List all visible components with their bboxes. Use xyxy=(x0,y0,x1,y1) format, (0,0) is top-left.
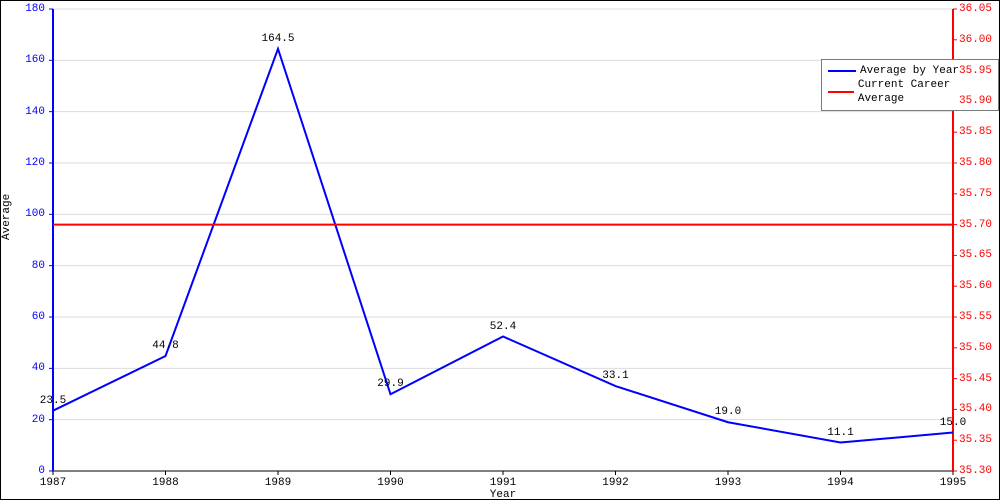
y-right-tick-label: 35.30 xyxy=(959,465,992,477)
y-right-tick-label: 35.85 xyxy=(959,126,992,138)
x-tick-label: 1993 xyxy=(715,477,741,489)
y-right-tick-label: 35.55 xyxy=(959,311,992,323)
y-right-tick-label: 35.60 xyxy=(959,280,992,292)
point-label: 164.5 xyxy=(261,33,294,45)
y-right-tick-label: 35.70 xyxy=(959,219,992,231)
x-axis-label: Year xyxy=(490,489,516,501)
y-left-tick-label: 40 xyxy=(32,362,45,374)
point-label: 44.8 xyxy=(152,340,178,352)
y-right-tick-label: 36.00 xyxy=(959,34,992,46)
point-label: 15.0 xyxy=(940,417,966,429)
y-left-axis-label: Average xyxy=(1,194,13,240)
x-tick-label: 1992 xyxy=(602,477,628,489)
y-right-tick-label: 36.05 xyxy=(959,3,992,15)
y-left-tick-label: 100 xyxy=(25,208,45,220)
legend-swatch xyxy=(828,91,854,93)
point-label: 19.0 xyxy=(715,406,741,418)
y-right-tick-label: 35.90 xyxy=(959,95,992,107)
point-label: 29.9 xyxy=(377,378,403,390)
y-left-tick-label: 160 xyxy=(25,54,45,66)
legend-swatch xyxy=(828,70,856,72)
point-label: 23.5 xyxy=(40,395,66,407)
y-right-tick-label: 35.80 xyxy=(959,157,992,169)
y-left-tick-label: 120 xyxy=(25,157,45,169)
x-tick-label: 1989 xyxy=(265,477,291,489)
y-right-tick-label: 35.65 xyxy=(959,249,992,261)
y-left-tick-label: 80 xyxy=(32,260,45,272)
y-right-tick-label: 35.50 xyxy=(959,342,992,354)
x-tick-label: 1990 xyxy=(377,477,403,489)
y-left-tick-label: 60 xyxy=(32,311,45,323)
point-label: 52.4 xyxy=(490,321,516,333)
x-tick-label: 1991 xyxy=(490,477,516,489)
y-right-tick-label: 35.45 xyxy=(959,373,992,385)
x-tick-label: 1995 xyxy=(940,477,966,489)
y-left-tick-label: 140 xyxy=(25,106,45,118)
legend-label: Average by Year xyxy=(860,64,959,78)
y-right-tick-label: 35.40 xyxy=(959,403,992,415)
y-left-tick-label: 0 xyxy=(38,465,45,477)
y-left-tick-label: 20 xyxy=(32,414,45,426)
point-label: 33.1 xyxy=(602,370,628,382)
x-tick-label: 1994 xyxy=(827,477,853,489)
x-tick-label: 1987 xyxy=(40,477,66,489)
y-left-tick-label: 180 xyxy=(25,3,45,15)
chart-container: Average by YearCurrent Career Average 02… xyxy=(0,0,1000,500)
x-tick-label: 1988 xyxy=(152,477,178,489)
y-right-tick-label: 35.35 xyxy=(959,434,992,446)
point-label: 11.1 xyxy=(827,427,853,439)
y-right-tick-label: 35.75 xyxy=(959,188,992,200)
y-right-tick-label: 35.95 xyxy=(959,65,992,77)
